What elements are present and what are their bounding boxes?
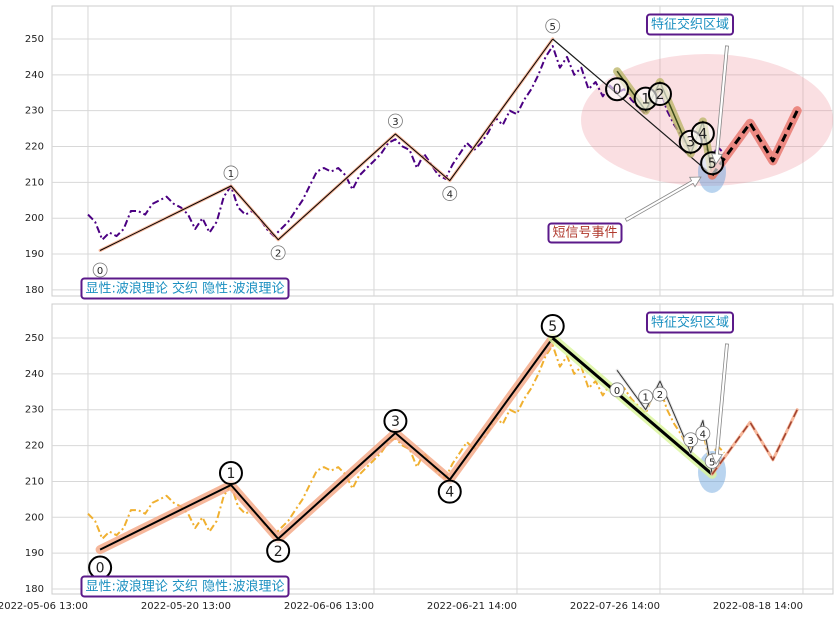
y-tick-label: 230 [25, 106, 44, 117]
annotation: 显性:波浪理论 交织 隐性:波浪理论 [85, 281, 284, 297]
wave-label: 4 [698, 126, 707, 142]
wave-label-circle [437, 479, 462, 504]
y-tick-label: 190 [25, 548, 44, 559]
y-tick-label: 240 [25, 70, 44, 81]
x-tick-label: 2022-06-06 13:00 [284, 601, 374, 612]
wave-label: 3 [391, 414, 400, 430]
wave-label: 3 [686, 135, 695, 151]
wave-label-circle [652, 386, 668, 402]
wave-label: 1 [228, 169, 234, 180]
wave-label-circle [683, 432, 699, 448]
y-tick-label: 200 [25, 213, 44, 224]
series-line [551, 336, 714, 476]
x-tick-label: 2022-08-18 14:00 [713, 601, 803, 612]
annotation: 短信号事件 [552, 226, 617, 241]
annotation: 显性:波浪理论 交织 隐性:波浪理论 [85, 579, 284, 595]
wave-label: 2 [274, 544, 283, 560]
series-line [99, 38, 554, 251]
annotation: 特征交织区域 [651, 17, 729, 33]
wave-label: 0 [96, 561, 105, 577]
wave-label: 1 [642, 393, 648, 404]
arrow [710, 45, 729, 165]
x-tick-label: 2022-05-20 13:00 [141, 601, 231, 612]
wave-label-circle [92, 262, 108, 278]
x-tick-label: 2022-05-06 13:00 [0, 601, 88, 612]
wave-label: 0 [97, 266, 103, 277]
wave-label-circle [442, 186, 458, 201]
wave-label: 1 [641, 92, 650, 108]
wave-label: 4 [700, 430, 706, 441]
wave-label: 4 [447, 190, 453, 201]
wave-label: 5 [548, 319, 557, 335]
wave-label: 5 [709, 457, 715, 468]
wave-label-circle [388, 113, 403, 129]
series-line [710, 110, 799, 177]
wave-label-circle [638, 389, 654, 405]
plot-area [51, 303, 834, 595]
plot-area [51, 5, 834, 297]
y-tick-label: 180 [25, 285, 44, 296]
y-tick-label: 190 [25, 249, 44, 260]
y-tick-label: 250 [25, 333, 44, 344]
annotation-box [645, 311, 735, 334]
wave-label-circle [218, 461, 243, 486]
y-tick-label: 180 [25, 584, 44, 595]
wave-label-circle [695, 426, 711, 441]
y-tick-label: 220 [25, 142, 44, 153]
wave-label: 2 [657, 390, 663, 401]
wave-label-circle [383, 409, 408, 434]
wave-label: 0 [613, 82, 622, 98]
series-line [87, 45, 726, 241]
y-tick-label: 220 [25, 441, 44, 452]
wave-label: 1 [227, 466, 236, 482]
y-tick-label: 210 [25, 177, 44, 188]
wave-label-circle [690, 121, 715, 146]
wave-label: 3 [392, 117, 398, 128]
arrow [710, 343, 729, 465]
wave-label: 5 [708, 156, 717, 172]
wave-label-circle [647, 81, 672, 106]
wave-label: 4 [445, 485, 454, 501]
wave-label-circle [545, 18, 561, 34]
annotation-box [645, 13, 735, 36]
annotation: 特征交织区域 [651, 315, 729, 331]
wave-label-circle [609, 382, 625, 398]
y-tick-label: 250 [25, 34, 44, 45]
x-tick-label: 2022-07-26 14:00 [570, 601, 660, 612]
wave-label: 2 [656, 87, 665, 103]
wave-label-circle [605, 77, 630, 102]
wave-label: 5 [550, 22, 556, 33]
series-line [711, 409, 798, 475]
annotation-box [80, 575, 290, 598]
arrow [624, 176, 702, 222]
y-tick-label: 200 [25, 512, 44, 523]
annotation-box [547, 222, 623, 244]
y-tick-label: 240 [25, 369, 44, 380]
wave-label-circle [223, 165, 239, 181]
wave-label-circle [540, 314, 565, 339]
wave-label-circle [270, 245, 286, 261]
x-tick-label: 2022-06-21 14:00 [427, 601, 517, 612]
annotation-box [80, 277, 290, 300]
wave-label: 3 [688, 436, 694, 447]
y-tick-label: 210 [25, 476, 44, 487]
wave-label: 2 [275, 249, 281, 260]
series-line [99, 337, 554, 551]
wave-label: 0 [614, 386, 620, 397]
y-tick-label: 230 [25, 405, 44, 416]
wave-label-circle [266, 538, 291, 563]
